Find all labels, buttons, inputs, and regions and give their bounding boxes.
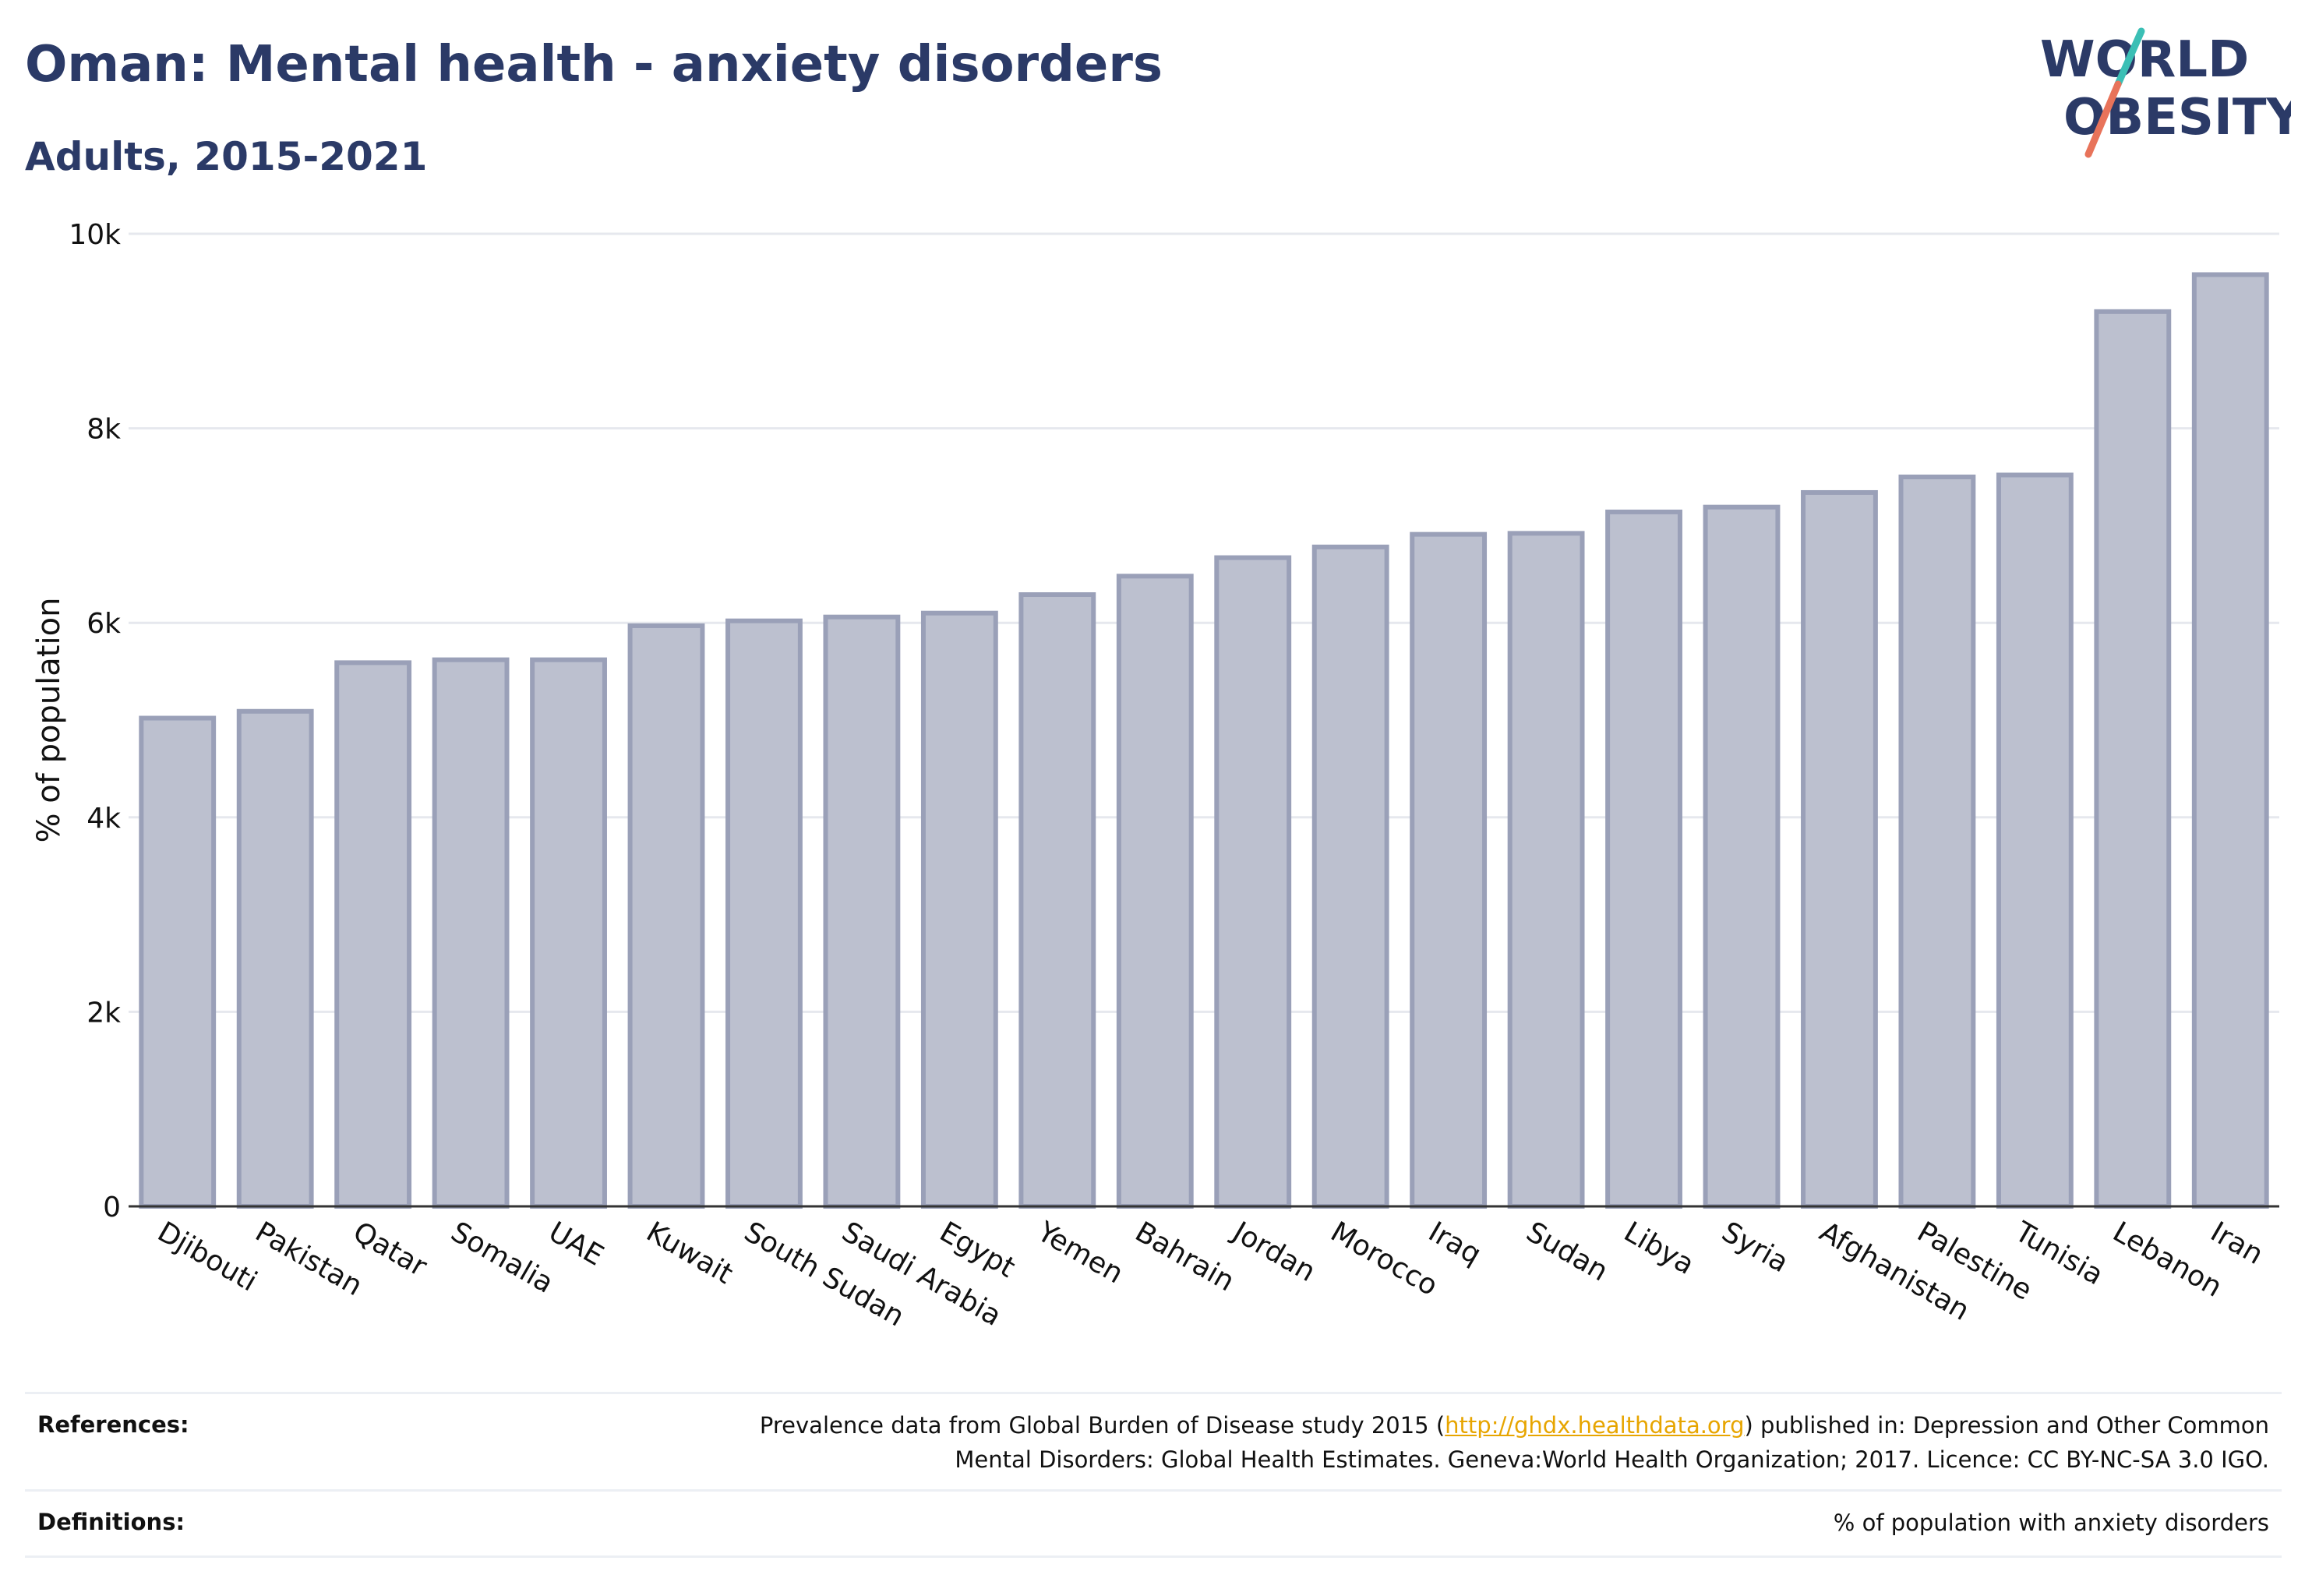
x-tick-label: Jordan	[1226, 1215, 1320, 1288]
y-tick-label: 2k	[86, 997, 121, 1029]
bar-palestine[interactable]	[1898, 475, 1976, 1209]
x-tick-label: Djibouti	[152, 1216, 262, 1298]
bar-saudi-arabia[interactable]	[823, 614, 901, 1209]
bar-iran[interactable]	[2191, 272, 2269, 1209]
footer: References: Prevalence data from Global …	[25, 1392, 2282, 1559]
bar-iraq[interactable]	[1410, 531, 1488, 1209]
x-tick-label: UAE	[543, 1216, 609, 1272]
x-tick-label: Lebanon	[2107, 1216, 2227, 1304]
y-tick-label: 6k	[86, 608, 121, 640]
bar-uae[interactable]	[530, 657, 607, 1209]
logo-slash-bottom	[2084, 80, 2122, 158]
bar-morocco[interactable]	[1311, 544, 1389, 1209]
x-tick-label: Pakistan	[250, 1216, 368, 1302]
references-line-2: Mental Disorders: Global Health Estimate…	[955, 1446, 2269, 1473]
references-line-1: Prevalence data from Global Burden of Di…	[760, 1408, 2269, 1442]
bar-kuwait[interactable]	[627, 623, 705, 1209]
y-tick-label: 0	[103, 1192, 121, 1223]
bar-tunisia[interactable]	[1996, 472, 2074, 1209]
bar-lebanon[interactable]	[2094, 309, 2172, 1209]
chart-title: Oman: Mental health - anxiety disorders	[25, 36, 1163, 94]
bar-afghanistan[interactable]	[1801, 489, 1878, 1209]
x-tick-label: Libya	[1618, 1216, 1700, 1281]
references-text-pre: Prevalence data from Global Burden of Di…	[759, 1412, 1445, 1439]
y-axis-title: % of population	[31, 598, 67, 843]
references-row: References: Prevalence data from Global …	[25, 1392, 2282, 1489]
x-tick-label: Bahrain	[1130, 1216, 1240, 1298]
y-tick-label: 8k	[86, 414, 121, 446]
definitions-row: Definitions: % of population with anxiet…	[25, 1489, 2282, 1555]
x-tick-label: Yemen	[1031, 1216, 1128, 1291]
y-tick-label: 10k	[69, 219, 121, 251]
bar-egypt[interactable]	[920, 610, 998, 1209]
bar-jordan[interactable]	[1214, 555, 1292, 1209]
bar-syria[interactable]	[1703, 504, 1781, 1209]
chart-subtitle: Adults, 2015-2021	[25, 134, 428, 179]
x-tick-label: Kuwait	[641, 1216, 739, 1291]
bar-somalia[interactable]	[432, 657, 510, 1209]
x-tick-label: Morocco	[1325, 1216, 1443, 1302]
definitions-label: Definitions:	[37, 1509, 185, 1535]
bar-libya[interactable]	[1605, 509, 1682, 1209]
references-link[interactable]: http://ghdx.healthdata.org	[1445, 1412, 1745, 1439]
x-tick-label: Somalia	[446, 1216, 559, 1300]
bar-pakistan[interactable]	[236, 708, 314, 1209]
logo-slash-top	[2114, 27, 2145, 88]
x-tick-label: Iran	[2205, 1216, 2268, 1271]
bar-djibouti[interactable]	[139, 715, 217, 1209]
world-obesity-logo: WORLD OBESITY	[2040, 27, 2291, 158]
x-tick-label: Iraq	[1423, 1216, 1486, 1271]
references-label: References:	[37, 1411, 189, 1438]
definitions-text: % of population with anxiety disorders	[1833, 1509, 2269, 1536]
logo-line-1: WORLD	[2040, 31, 2249, 89]
x-tick-label: Syria	[1717, 1216, 1794, 1279]
y-tick-label: 4k	[86, 803, 121, 835]
references-text: Prevalence data from Global Burden of Di…	[760, 1408, 2269, 1477]
references-text-post: ) published in: Depression and Other Com…	[1744, 1412, 2270, 1439]
footer-bottom-rule	[25, 1555, 2282, 1559]
bars	[139, 272, 2269, 1209]
bar-qatar[interactable]	[334, 660, 412, 1209]
bar-yemen[interactable]	[1018, 592, 1096, 1209]
bar-sudan[interactable]	[1507, 531, 1585, 1209]
y-axis-ticks: 0 2k 4k 6k 8k 10k	[69, 219, 121, 1223]
bar-bahrain[interactable]	[1116, 574, 1194, 1209]
bar-south-sudan[interactable]	[725, 618, 803, 1209]
x-tick-label: Sudan	[1521, 1216, 1614, 1287]
